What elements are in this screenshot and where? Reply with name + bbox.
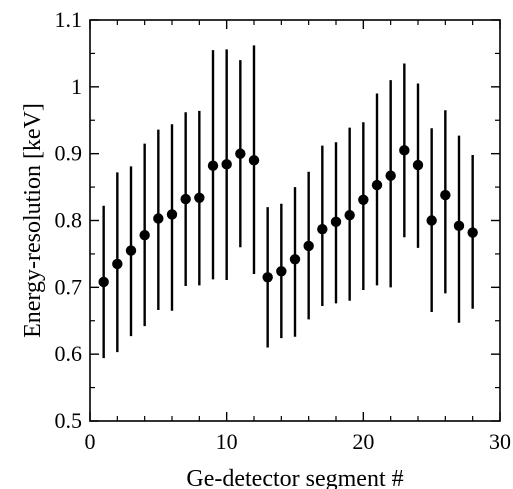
data-point	[235, 148, 246, 159]
y-axis-label: Energy-resolution [keV]	[20, 103, 46, 338]
data-point	[344, 209, 355, 221]
data-point	[317, 223, 328, 235]
y-tick-label: 0.9	[55, 141, 83, 166]
data-point	[303, 240, 314, 252]
y-tick-label: 0.5	[55, 408, 83, 433]
data-points	[98, 145, 478, 288]
data-point	[289, 254, 301, 265]
data-point	[180, 193, 191, 205]
data-point	[248, 155, 260, 166]
y-tick-label: 1	[71, 74, 82, 99]
y-tick-label: 0.8	[55, 208, 83, 233]
x-tick-label: 30	[489, 429, 511, 454]
data-point	[276, 266, 287, 277]
data-point	[166, 209, 178, 220]
data-point	[467, 227, 478, 238]
data-point	[125, 245, 137, 256]
x-tick-label: 20	[352, 429, 374, 454]
tick-labels: 0 10 20 30 0.5 0.6 0.7 0.8 0.9 1 1.1	[55, 7, 512, 454]
data-point	[221, 159, 232, 170]
data-point	[440, 189, 451, 201]
data-point	[139, 230, 150, 241]
data-point	[426, 215, 437, 226]
x-tick-label: 10	[216, 429, 238, 454]
axis-ticks	[89, 19, 501, 422]
data-point	[153, 213, 164, 224]
data-point	[207, 160, 219, 171]
data-point	[399, 145, 410, 156]
data-point	[358, 194, 369, 205]
y-tick-label: 0.6	[55, 341, 83, 366]
data-point	[194, 192, 205, 203]
data-point	[330, 216, 342, 228]
data-point	[262, 272, 273, 283]
y-tick-label: 0.7	[55, 274, 83, 299]
data-point	[453, 220, 465, 232]
error-bars	[102, 45, 474, 359]
data-point	[112, 258, 123, 270]
data-point	[98, 276, 109, 288]
x-axis-label: Ge-detector segment #	[186, 466, 403, 489]
y-tick-label: 1.1	[55, 7, 83, 32]
data-point	[385, 170, 396, 181]
x-tick-label: 0	[85, 429, 96, 454]
data-point	[371, 179, 383, 191]
data-point	[412, 159, 424, 171]
